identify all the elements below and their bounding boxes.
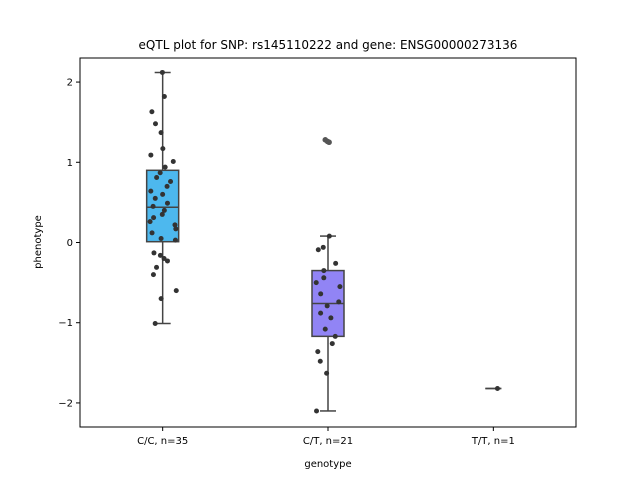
data-point — [161, 207, 167, 213]
data-point — [333, 260, 339, 266]
data-point — [321, 275, 327, 281]
data-point — [332, 333, 338, 339]
data-point — [158, 130, 164, 136]
data-point — [157, 170, 163, 176]
data-point — [324, 370, 330, 376]
data-point — [158, 235, 164, 241]
y-axis-label: phenotype — [33, 215, 44, 269]
data-point — [160, 146, 166, 152]
x-tick-label: C/C, n=35 — [137, 436, 188, 447]
data-point — [173, 288, 179, 294]
data-point — [314, 408, 320, 414]
data-point — [160, 191, 166, 197]
y-tick-label: −1 — [58, 318, 73, 329]
data-point — [164, 183, 170, 189]
data-point — [164, 258, 170, 264]
data-point — [151, 250, 157, 256]
data-point — [150, 272, 156, 278]
y-tick-label: −2 — [58, 398, 73, 409]
data-point — [150, 203, 156, 209]
plot-area: C/C, n=35 C/T, n=21 T/T, n=1 — [137, 69, 515, 447]
data-point — [318, 291, 324, 297]
y-tick-label: 1 — [67, 158, 73, 169]
data-point — [328, 315, 334, 321]
data-point — [318, 310, 324, 316]
data-point — [317, 358, 323, 364]
data-point — [172, 222, 178, 228]
data-point — [337, 284, 343, 290]
data-point — [172, 237, 178, 243]
data-point — [154, 264, 160, 270]
data-point — [494, 385, 500, 391]
data-point — [152, 121, 158, 127]
x-axis-label: genotype — [304, 459, 351, 470]
data-point — [158, 296, 164, 302]
data-point — [162, 164, 168, 170]
data-point — [170, 158, 176, 164]
data-point — [147, 219, 153, 225]
data-point — [148, 188, 154, 194]
data-point — [315, 349, 321, 355]
data-point — [173, 226, 179, 232]
x-tick-label: C/T, n=21 — [303, 436, 353, 447]
data-point — [313, 280, 319, 286]
data-point — [152, 321, 158, 327]
data-point — [315, 247, 321, 253]
data-point — [152, 195, 158, 201]
data-point — [168, 179, 174, 185]
data-point — [320, 244, 326, 250]
data-point — [149, 230, 155, 236]
data-point — [157, 252, 163, 258]
x-tick-label: T/T, n=1 — [471, 436, 515, 447]
outlier-point — [326, 139, 332, 146]
data-point — [322, 326, 328, 332]
data-point — [148, 152, 154, 158]
chart-title: eQTL plot for SNP: rs145110222 and gene:… — [139, 38, 518, 52]
y-tick-label: 2 — [67, 78, 73, 89]
data-point — [151, 215, 157, 221]
data-point — [329, 341, 335, 347]
data-point — [321, 268, 327, 274]
data-point — [154, 175, 160, 181]
data-point — [324, 303, 330, 309]
data-point — [336, 299, 342, 305]
data-point — [159, 69, 165, 75]
y-tick-label: 0 — [67, 238, 73, 249]
data-point — [159, 211, 165, 217]
data-point — [164, 200, 170, 206]
data-point — [149, 109, 155, 115]
data-point — [326, 233, 332, 239]
data-point — [161, 94, 167, 100]
